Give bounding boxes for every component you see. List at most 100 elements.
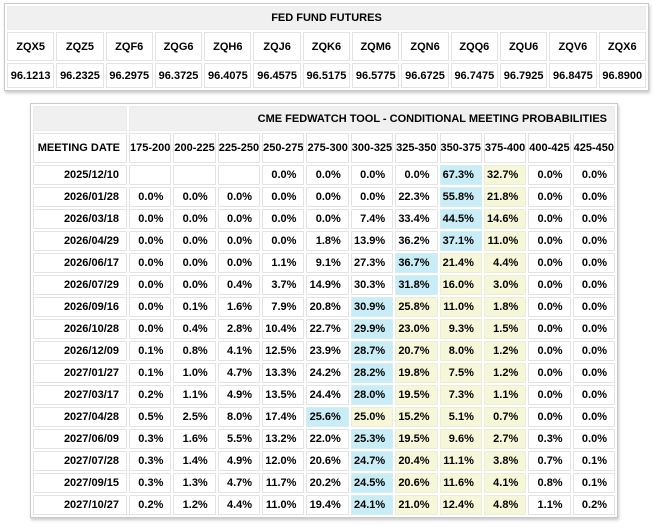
- meeting-date-cell: 2026/03/18: [33, 209, 127, 229]
- probability-cell: 11.0%: [439, 297, 482, 317]
- meeting-date-cell: 2027/03/17: [33, 385, 127, 405]
- meeting-date-cell: 2027/07/28: [33, 451, 127, 471]
- probability-cell: 0.3%: [129, 429, 172, 449]
- probability-cell: 0.8%: [528, 473, 571, 493]
- probability-cell: 21.8%: [483, 187, 527, 207]
- probability-cell: 0.4%: [217, 275, 261, 295]
- probability-cell: 8.0%: [217, 407, 261, 427]
- probability-cell: 24.4%: [306, 385, 349, 405]
- probability-cell: 0.1%: [572, 451, 615, 471]
- probability-cell: 20.4%: [395, 451, 438, 471]
- meeting-date-cell: 2027/01/27: [33, 363, 127, 383]
- meeting-row: 2026/04/29 0.0% 0.0% 0.0% 0.0% 1.8% 13.9% 36.2%…: [33, 231, 615, 251]
- probability-cell: 25.8%: [395, 297, 438, 317]
- probability-cell: 0.0%: [528, 385, 571, 405]
- fedwatch-header-row: MEETING DATE 175-200 200-225 225-250 250-27…: [33, 133, 615, 163]
- probability-cell: 0.0%: [572, 209, 615, 229]
- meeting-date-header: MEETING DATE: [33, 133, 127, 163]
- probability-cell: 7.3%: [439, 385, 482, 405]
- probability-cell: 13.3%: [262, 363, 305, 383]
- probability-cell: 1.4%: [173, 451, 216, 471]
- futures-price-row: 96.1213 96.2325 96.2975 96.3725 96.4075 96.45…: [7, 63, 646, 88]
- probability-cell: 0.1%: [572, 473, 615, 493]
- futures-price-cell: 96.4575: [253, 63, 301, 88]
- probability-cell: 1.6%: [173, 429, 216, 449]
- rate-range-header: 300-325: [350, 133, 394, 163]
- probability-cell: 24.2%: [306, 363, 349, 383]
- meeting-row: 2025/12/10 0.0% 0.0% 0.0% 0.0% 67.3% 32.7% 0.0%…: [33, 165, 615, 185]
- probability-cell: 0.0%: [262, 187, 305, 207]
- fedwatch-title-row: CME FEDWATCH TOOL - CONDITIONAL MEETING …: [33, 106, 615, 131]
- meeting-row: 2027/10/27 0.2% 1.2% 4.4% 11.0% 19.4% 24.1% 21.…: [33, 495, 615, 515]
- probability-cell: 1.3%: [173, 473, 216, 493]
- probability-cell: 1.2%: [483, 363, 527, 383]
- probability-cell: 9.6%: [439, 429, 482, 449]
- futures-price-cell: 96.6725: [401, 63, 449, 88]
- probability-cell: 14.9%: [306, 275, 349, 295]
- probability-cell: 0.4%: [173, 319, 216, 339]
- probability-cell: 3.8%: [483, 451, 527, 471]
- probability-cell: 13.2%: [262, 429, 305, 449]
- meeting-date-cell: 2026/01/28: [33, 187, 127, 207]
- probability-cell: 0.2%: [129, 495, 172, 515]
- fed-fund-futures-table: FED FUND FUTURES ZQX5 ZQZ5 ZQF6 ZQG6 ZQH6 ZQJ…: [4, 3, 649, 91]
- probability-cell: 31.8%: [395, 275, 438, 295]
- probability-cell: 4.4%: [217, 495, 261, 515]
- probability-cell: 0.0%: [129, 319, 172, 339]
- meeting-row: 2027/03/17 0.2% 1.1% 4.9% 13.5% 24.4% 28.0% 19.…: [33, 385, 615, 405]
- rate-range-header: 175-200: [129, 133, 172, 163]
- meeting-row: 2027/04/28 0.5% 2.5% 8.0% 17.4% 25.6% 25.0% 15.…: [33, 407, 615, 427]
- probability-cell: 1.2%: [173, 495, 216, 515]
- probability-cell: 12.0%: [262, 451, 305, 471]
- probability-cell: 0.2%: [572, 495, 615, 515]
- futures-price-cell: 96.2325: [56, 63, 104, 88]
- fedwatch-corner-cell: [33, 106, 127, 131]
- probability-cell: 3.7%: [262, 275, 305, 295]
- probability-cell: 1.8%: [306, 231, 349, 251]
- futures-contract-header: ZQF6: [105, 32, 153, 61]
- probability-cell: 7.4%: [350, 209, 394, 229]
- rate-range-header: 400-425: [528, 133, 571, 163]
- probability-cell: 55.8%: [439, 187, 482, 207]
- probability-cell: 67.3%: [439, 165, 482, 185]
- probability-cell: 30.9%: [350, 297, 394, 317]
- probability-cell: 19.5%: [395, 429, 438, 449]
- probability-cell: 9.1%: [306, 253, 349, 273]
- probability-cell: 0.8%: [173, 341, 216, 361]
- probability-cell: 7.5%: [439, 363, 482, 383]
- probability-cell: 4.9%: [217, 385, 261, 405]
- probability-cell: 11.0%: [262, 495, 305, 515]
- futures-price-cell: 96.4075: [204, 63, 252, 88]
- probability-cell: 0.0%: [217, 231, 261, 251]
- meeting-date-cell: 2027/06/09: [33, 429, 127, 449]
- probability-cell: 0.0%: [528, 231, 571, 251]
- probability-cell: 0.0%: [572, 341, 615, 361]
- probability-cell: 0.0%: [572, 429, 615, 449]
- probability-cell: 12.4%: [439, 495, 482, 515]
- probability-cell: 25.3%: [350, 429, 394, 449]
- probability-cell: 4.1%: [217, 341, 261, 361]
- probability-cell: 0.0%: [528, 363, 571, 383]
- meeting-row: 2026/07/29 0.0% 0.0% 0.4% 3.7% 14.9% 30.3% 31.8…: [33, 275, 615, 295]
- probability-cell: 22.3%: [395, 187, 438, 207]
- meeting-row: 2026/06/17 0.0% 0.0% 0.0% 1.1% 9.1% 27.3% 36.7%…: [33, 253, 615, 273]
- futures-contract-header: ZQV6: [549, 32, 597, 61]
- probability-cell: 0.0%: [528, 319, 571, 339]
- futures-contract-header: ZQN6: [401, 32, 449, 61]
- probability-cell: 4.7%: [217, 363, 261, 383]
- probability-cell: 0.0%: [262, 209, 305, 229]
- probability-cell: 2.7%: [483, 429, 527, 449]
- probability-cell: 5.1%: [439, 407, 482, 427]
- probability-cell: 23.9%: [306, 341, 349, 361]
- probability-cell: 0.0%: [173, 209, 216, 229]
- rate-range-header: 375-400: [483, 133, 527, 163]
- meeting-date-cell: 2026/09/16: [33, 297, 127, 317]
- futures-price-cell: 96.5175: [302, 63, 351, 88]
- probability-cell: 20.2%: [306, 473, 349, 493]
- probability-cell: 3.0%: [483, 275, 527, 295]
- probability-cell: 0.0%: [217, 209, 261, 229]
- probability-cell: [217, 165, 261, 185]
- probability-cell: 0.0%: [395, 165, 438, 185]
- probability-cell: 0.0%: [129, 253, 172, 273]
- probability-cell: 37.1%: [439, 231, 482, 251]
